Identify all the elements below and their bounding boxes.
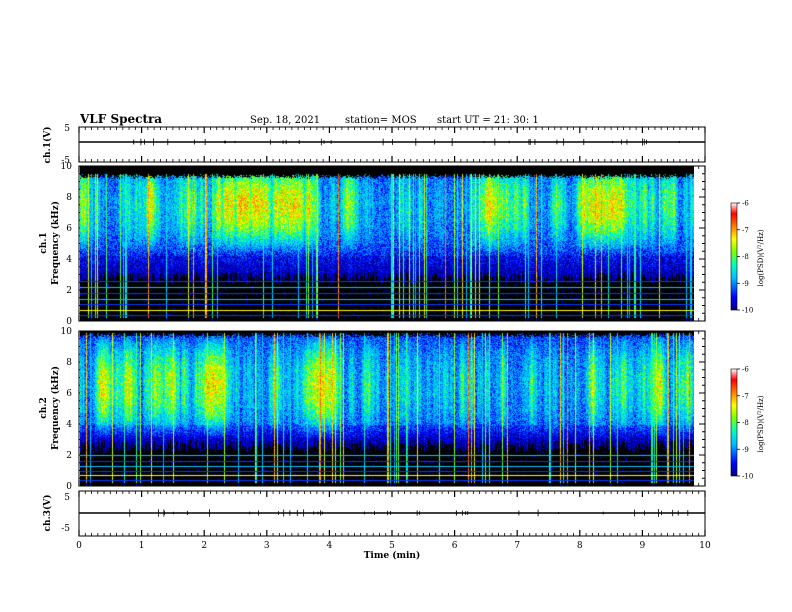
ch1-spectrogram-ylabel: ch.1 (39, 232, 49, 253)
colorbar-tick-label: -8 (742, 253, 749, 261)
colorbar-tick-label: -10 (742, 473, 753, 481)
ch3-waveform-panel: 5 -5 ch.3(V) (42, 490, 706, 537)
date-label: Sep. 18, 2021 (250, 115, 320, 126)
ch1-colorbar-gradient (730, 202, 738, 311)
y-tick-label: 2 (66, 286, 72, 296)
ch2-spectrogram-image (80, 331, 694, 486)
station-label: station= MOS (345, 115, 417, 126)
x-tick-label: 9 (640, 541, 646, 551)
ch1-ytick-top: 5 (64, 124, 70, 134)
ch1-waveform-ylabel: ch.1(V) (42, 127, 53, 164)
x-tick-label: 4 (327, 541, 333, 551)
ch1-colorbar-label: log(PSD)(V²/Hz) (757, 229, 765, 286)
start-time-label: start UT = 21: 30: 1 (437, 115, 539, 126)
y-tick-label: 4 (66, 420, 72, 430)
colorbar-tick-label: -9 (742, 280, 749, 288)
y-tick-label: 8 (66, 193, 72, 203)
y-tick-label: 10 (61, 162, 73, 172)
colorbar-tick-label: -8 (742, 419, 749, 427)
ch2-frequency-ylabel: Frequency (kHz) (50, 366, 61, 450)
x-axis-label: Time (min) (364, 550, 421, 561)
y-tick-label: 8 (66, 358, 72, 368)
ch3-waveform-ylabel: ch.3(V) (42, 495, 53, 532)
y-tick-label: 2 (66, 451, 72, 461)
ch2-colorbar: -6 -7 -8 -9 -10 (730, 366, 753, 481)
x-tick-label: 5 (389, 541, 395, 551)
ch3-ytick-top: 5 (64, 493, 70, 503)
colorbar-tick-label: -6 (742, 200, 749, 208)
y-tick-label: 0 (66, 317, 72, 327)
x-tick-label: 3 (264, 541, 270, 551)
x-tick-label: 8 (577, 541, 583, 551)
colorbar-tick-label: -6 (742, 366, 749, 374)
ch1-colorbar: -6 -7 -8 -9 -10 (730, 200, 753, 315)
colorbar-tick-label: -7 (742, 226, 749, 234)
y-tick-label: 10 (61, 327, 73, 337)
colorbar-tick-label: -7 (742, 392, 749, 400)
y-tick-label: 4 (66, 255, 72, 265)
x-tick-label: 6 (452, 541, 458, 551)
colorbar-tick-label: -10 (742, 307, 753, 315)
y-tick-label: 6 (66, 389, 72, 399)
x-tick-label: 7 (514, 541, 520, 551)
y-tick-label: 6 (66, 224, 72, 234)
ch1-frequency-ylabel: Frequency (kHz) (50, 201, 61, 285)
colorbar-tick-label: -9 (742, 446, 749, 454)
x-tick-label: 1 (139, 541, 145, 551)
x-tick-label: 0 (76, 541, 82, 551)
ch2-colorbar-label: log(PSD)(V²/Hz) (757, 395, 765, 452)
x-tick-label: 2 (201, 541, 207, 551)
y-tick-label: 0 (66, 482, 72, 492)
ch2-colorbar-gradient (730, 368, 738, 477)
ch1-ytick-bottom: -5 (61, 156, 70, 166)
ch1-spectrogram-image (80, 166, 694, 321)
x-tick-label: 10 (699, 541, 711, 551)
ch3-ytick-bottom: -5 (61, 524, 70, 534)
figure-title: VLF Spectra (79, 112, 162, 126)
ch2-spectrogram-ylabel: ch.2 (39, 397, 49, 418)
x-tick-labels: 0 1 2 3 4 5 6 7 8 9 10 (76, 541, 711, 551)
